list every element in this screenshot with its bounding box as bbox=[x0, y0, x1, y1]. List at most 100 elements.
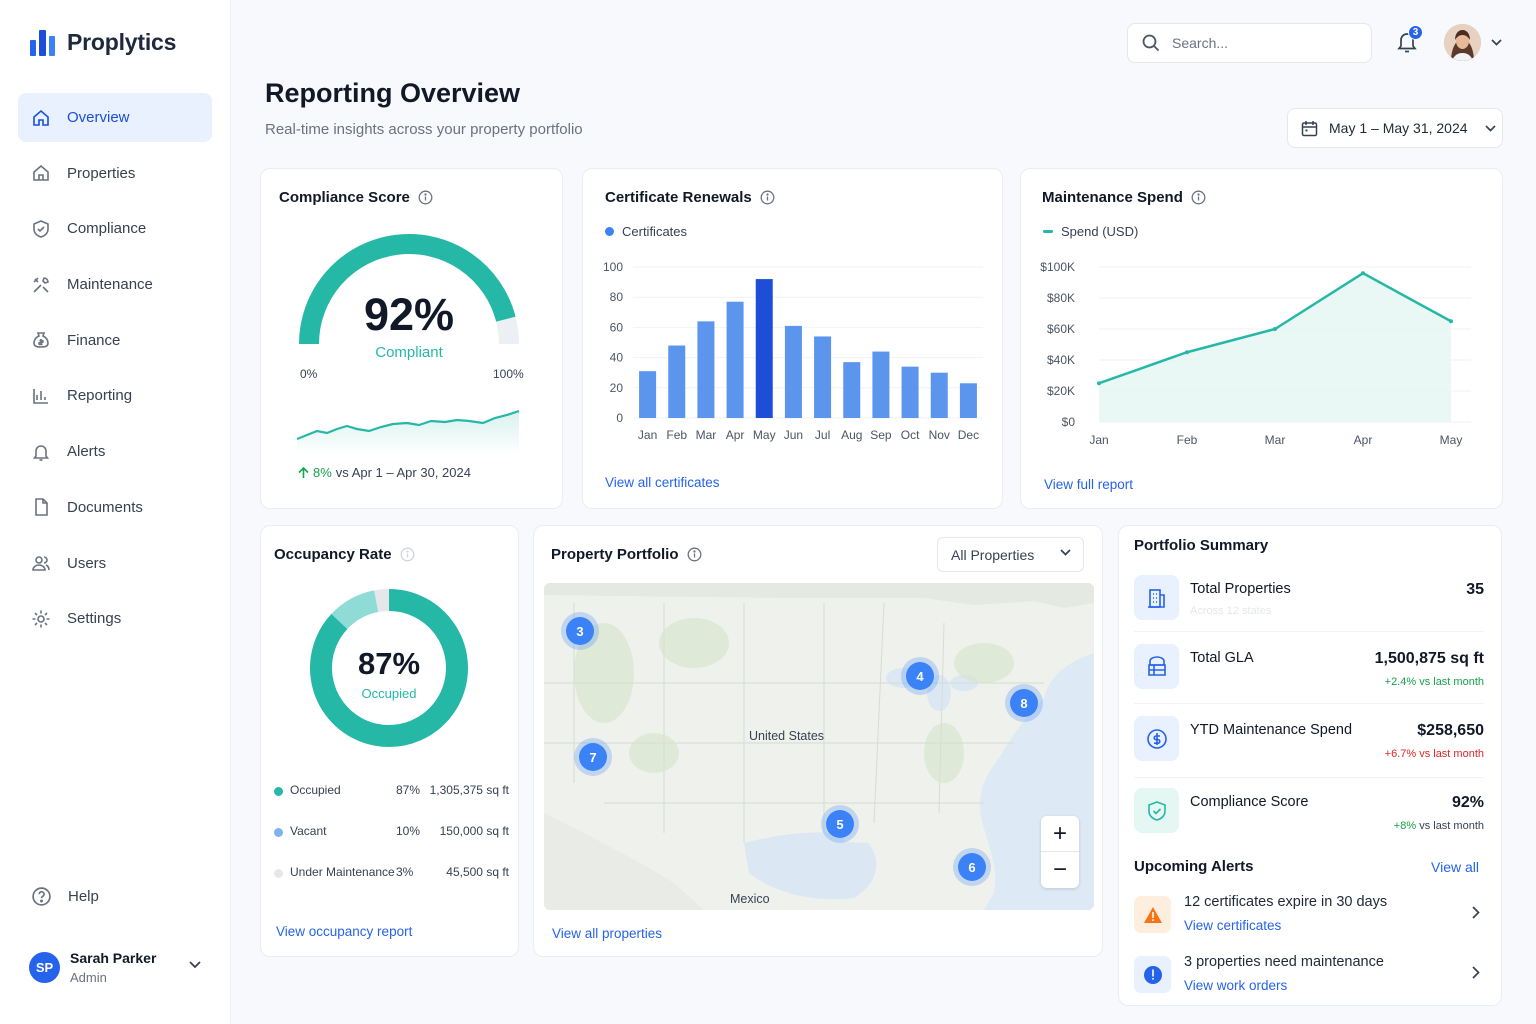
brand[interactable]: Proplytics bbox=[30, 28, 176, 56]
y-tick-label: $20K bbox=[1047, 384, 1075, 398]
sidebar-item-users[interactable]: Users bbox=[18, 539, 212, 588]
search-box[interactable] bbox=[1127, 23, 1372, 63]
map-cluster[interactable]: 8 bbox=[1010, 689, 1038, 717]
donut-slice[interactable] bbox=[331, 590, 379, 630]
map-cluster[interactable]: 4 bbox=[906, 662, 934, 690]
properties-filter-select[interactable]: All Properties bbox=[937, 537, 1084, 572]
sidebar-item-overview[interactable]: Overview bbox=[18, 93, 212, 142]
y-tick-label: $80K bbox=[1047, 291, 1075, 305]
sidebar-item-settings[interactable]: Settings bbox=[18, 594, 212, 643]
bar[interactable] bbox=[843, 362, 861, 418]
legend-sqft: 150,000 sq ft bbox=[439, 824, 509, 838]
sidebar-item-properties[interactable]: Properties bbox=[18, 149, 212, 198]
data-point[interactable] bbox=[1185, 350, 1189, 355]
sidebar-item-maintenance[interactable]: Maintenance bbox=[18, 260, 212, 309]
donut-slice[interactable] bbox=[374, 589, 390, 613]
sidebar-item-documents[interactable]: Documents bbox=[18, 483, 212, 532]
building-icon bbox=[1134, 575, 1179, 620]
bar[interactable] bbox=[755, 279, 773, 418]
profile-menu[interactable] bbox=[1444, 24, 1502, 61]
bar[interactable] bbox=[668, 345, 686, 418]
logo-icon bbox=[30, 30, 55, 56]
x-tick-label: May bbox=[753, 428, 776, 442]
info-icon[interactable] bbox=[418, 190, 433, 205]
zoom-out-button[interactable]: − bbox=[1052, 856, 1067, 883]
map-cluster[interactable]: 6 bbox=[958, 853, 986, 881]
y-tick-label: 20 bbox=[610, 381, 624, 395]
alerts-view-all-link[interactable]: View all bbox=[1431, 859, 1479, 875]
view-full-report-link[interactable]: View full report bbox=[1044, 477, 1134, 492]
sidebar-item-label: Reporting bbox=[67, 387, 133, 405]
zoom-in-button[interactable]: + bbox=[1041, 816, 1079, 852]
x-tick-label: Oct bbox=[901, 428, 920, 442]
map-cluster[interactable]: 7 bbox=[579, 743, 607, 771]
sidebar-item-label: Compliance bbox=[67, 220, 147, 238]
occupancy-donut bbox=[310, 589, 468, 747]
data-point[interactable] bbox=[1449, 319, 1453, 324]
map-cluster[interactable]: 3 bbox=[566, 617, 594, 645]
search-input[interactable] bbox=[1172, 35, 1352, 51]
bar[interactable] bbox=[639, 371, 657, 418]
legend-sqft: 45,500 sq ft bbox=[446, 865, 509, 879]
help-link[interactable]: Help bbox=[31, 886, 99, 907]
summary-delta-pct: +8% bbox=[1393, 820, 1417, 832]
warning-icon bbox=[1134, 896, 1171, 933]
summary-row-ytd-maintenance: YTD Maintenance Spend $258,650 +6.7% vs … bbox=[1134, 716, 1484, 778]
sidebar: Proplytics Overview Properties Complianc… bbox=[0, 0, 231, 1024]
info-icon[interactable] bbox=[687, 547, 702, 562]
alert-link[interactable]: View certificates bbox=[1184, 918, 1282, 933]
bar[interactable] bbox=[872, 351, 890, 418]
arrow-up-icon bbox=[298, 466, 309, 478]
bar[interactable] bbox=[814, 336, 832, 418]
bar[interactable] bbox=[697, 321, 715, 418]
view-all-certificates-link[interactable]: View all certificates bbox=[605, 475, 720, 490]
alert-item[interactable]: 3 properties need maintenance View work … bbox=[1134, 954, 1486, 1004]
sidebar-item-finance[interactable]: Finance bbox=[18, 316, 212, 365]
x-tick-label: Jan bbox=[1089, 433, 1108, 447]
alert-link[interactable]: View work orders bbox=[1184, 978, 1288, 993]
compliance-value: 92% bbox=[363, 289, 455, 340]
info-icon[interactable] bbox=[760, 190, 775, 205]
area-fill bbox=[1099, 273, 1451, 422]
map-label-neighbor: Mexico bbox=[730, 892, 770, 906]
certificate-renewals-chart: 0 20 40 60 80 100 Jan Feb Mar Apr May Jun Jul Aug Sep O… bbox=[603, 260, 983, 442]
view-all-properties-link[interactable]: View all properties bbox=[552, 926, 663, 941]
sidebar-item-label: Alerts bbox=[67, 443, 106, 461]
property-map[interactable]: United States Mexico 3 4 8 7 5 6 + − bbox=[544, 583, 1094, 910]
card-title-text: Maintenance Spend bbox=[1042, 189, 1183, 206]
date-range-picker[interactable]: May 1 – May 31, 2024 bbox=[1287, 108, 1503, 148]
info-icon[interactable] bbox=[1191, 190, 1206, 205]
occupancy-legend-row: Occupied 87% 1,305,375 sq ft bbox=[274, 783, 509, 801]
bar[interactable] bbox=[726, 301, 744, 418]
data-point[interactable] bbox=[1273, 327, 1277, 331]
bar[interactable] bbox=[930, 372, 948, 418]
map-cluster[interactable]: 5 bbox=[826, 810, 854, 838]
data-point[interactable] bbox=[1097, 381, 1101, 386]
x-tick-label: Jul bbox=[815, 428, 830, 442]
occupancy-card: Occupancy Rate 87% Occupied Occupied 87% 1… bbox=[260, 525, 519, 957]
upcoming-alerts-title: Upcoming Alerts bbox=[1134, 858, 1254, 875]
bar[interactable] bbox=[784, 325, 802, 418]
chevron-down-icon bbox=[1060, 549, 1071, 556]
bar[interactable] bbox=[959, 383, 977, 418]
document-icon bbox=[35, 498, 48, 517]
info-icon[interactable] bbox=[400, 547, 415, 562]
view-occupancy-report-link[interactable]: View occupancy report bbox=[276, 924, 413, 939]
sidebar-item-compliance[interactable]: Compliance bbox=[18, 204, 212, 253]
donut-slice[interactable] bbox=[310, 589, 468, 747]
sidebar-item-alerts[interactable]: Alerts bbox=[18, 427, 212, 476]
legend-dot bbox=[274, 869, 283, 878]
data-point[interactable] bbox=[1361, 271, 1365, 276]
compliance-sparkline bbox=[297, 409, 520, 455]
notifications-button[interactable]: 3 bbox=[1396, 25, 1423, 54]
gauge-min-label: 0% bbox=[300, 367, 318, 381]
calendar-icon bbox=[1301, 120, 1318, 136]
bar[interactable] bbox=[901, 366, 919, 418]
sidebar-item-reporting[interactable]: Reporting bbox=[18, 371, 212, 420]
alert-item[interactable]: 12 certificates expire in 30 days View c… bbox=[1134, 894, 1486, 944]
legend-sqft: 1,305,375 sq ft bbox=[429, 783, 509, 797]
compliance-delta-value: 8% bbox=[313, 465, 332, 480]
summary-delta: +8% vs last month bbox=[1394, 820, 1484, 832]
dollar-circle-icon bbox=[1134, 716, 1179, 761]
user-menu[interactable]: SP Sarah Parker Admin bbox=[29, 950, 209, 985]
